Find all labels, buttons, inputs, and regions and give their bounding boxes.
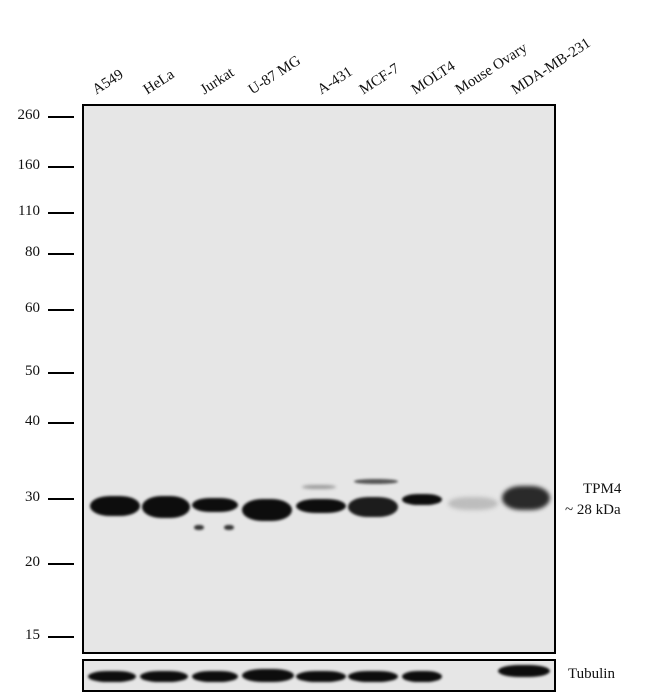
lane-label-u87mg: U-87 MG <box>245 52 304 99</box>
marker-label: 160 <box>17 157 41 173</box>
main-blot-panel <box>82 104 556 654</box>
tubulin-band <box>140 671 188 682</box>
marker-tick <box>48 563 74 565</box>
lane-label-jurkat: Jurkat <box>197 64 238 99</box>
marker-tick <box>48 116 74 118</box>
target-protein-label: TPM4 <box>583 481 622 497</box>
marker-tick <box>48 166 74 168</box>
loading-control-label: Tubulin <box>568 666 615 682</box>
lane-label-a549: A549 <box>89 66 127 99</box>
minor-band <box>224 525 234 530</box>
marker-tick <box>48 309 74 311</box>
minor-band <box>194 525 204 530</box>
marker-tick <box>48 212 74 214</box>
tubulin-blot-panel <box>82 659 556 692</box>
marker-label: 15 <box>25 627 40 643</box>
tubulin-band <box>192 671 238 682</box>
tubulin-band <box>88 671 136 682</box>
marker-label: 60 <box>25 300 40 316</box>
lane-label-mcf7: MCF-7 <box>356 60 403 99</box>
marker-label: 40 <box>25 413 40 429</box>
band-mda-mb-231 <box>502 486 550 510</box>
band-molt4 <box>402 494 442 505</box>
marker-tick <box>48 422 74 424</box>
marker-label: 110 <box>18 203 40 219</box>
marker-label: 80 <box>25 244 40 260</box>
band-hela <box>142 496 190 518</box>
tubulin-band <box>402 671 442 682</box>
band-mouse-ovary <box>448 497 498 510</box>
faint-band <box>302 485 336 489</box>
marker-label: 30 <box>25 489 40 505</box>
target-size-label: ~ 28 kDa <box>565 502 621 518</box>
lane-label-hela: HeLa <box>140 66 178 99</box>
band-u87mg <box>242 499 292 521</box>
marker-label: 50 <box>25 363 40 379</box>
band-jurkat <box>192 498 238 512</box>
tubulin-band <box>498 665 550 677</box>
band-a549 <box>90 496 140 516</box>
marker-tick <box>48 636 74 638</box>
faint-band <box>354 479 398 484</box>
lane-label-molt4: MOLT4 <box>408 58 459 99</box>
band-mcf7 <box>348 497 398 517</box>
tubulin-band <box>242 669 294 682</box>
tubulin-band <box>296 671 346 682</box>
marker-label: 20 <box>25 554 40 570</box>
marker-label: 260 <box>17 107 41 123</box>
lane-label-a431: A-431 <box>314 63 356 99</box>
marker-tick <box>48 498 74 500</box>
marker-tick <box>48 372 74 374</box>
tubulin-band <box>348 671 398 682</box>
marker-tick <box>48 253 74 255</box>
band-a431 <box>296 499 346 513</box>
